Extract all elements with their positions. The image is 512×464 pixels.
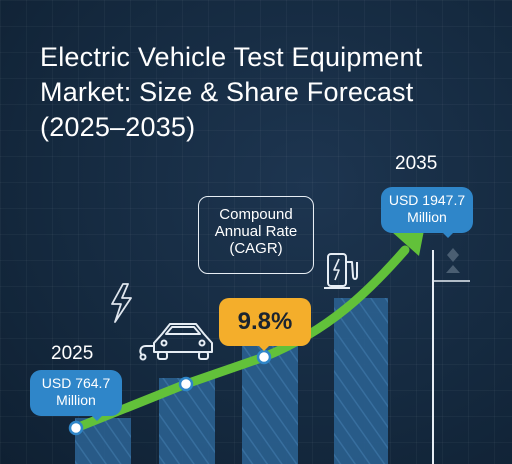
bar-4: [334, 298, 388, 464]
cagr-caption-line-2: Annual Rate: [214, 223, 298, 240]
chart-title: Electric Vehicle Test Equipment Market: …: [40, 40, 500, 145]
diamond-marker-top: [447, 248, 459, 262]
start-year-label: 2025: [51, 343, 94, 364]
start-value-callout: USD 764.7 Million: [30, 370, 122, 421]
trend-point-1: [68, 420, 84, 436]
end-value-line-2: Million: [407, 209, 447, 225]
end-value-line-1: USD 1947.7: [388, 192, 466, 208]
title-line-1: Electric Vehicle Test Equipment: [40, 42, 423, 72]
electric-car-icon: [139, 323, 213, 361]
trend-point-3: [256, 349, 272, 365]
cagr-caption-box: Compound Annual Rate (CAGR): [198, 196, 314, 274]
title-line-3: (2025–2035): [40, 112, 196, 142]
cagr-value-badge: 9.8%: [219, 298, 311, 351]
end-year-label: 2035: [395, 153, 438, 174]
title-line-2: Market: Size & Share Forecast: [40, 77, 414, 107]
trend-points-group: [68, 349, 272, 436]
cagr-caption-line-1: Compound: [219, 206, 293, 223]
start-value-line-1: USD 764.7: [41, 375, 111, 391]
start-value-line-2: Million: [56, 392, 96, 408]
end-value-callout: USD 1947.7 Million: [381, 187, 473, 238]
diamond-marker-bottom: [446, 265, 460, 273]
trend-point-2: [178, 376, 194, 392]
lightning-icon: [111, 283, 132, 323]
charging-station-icon: [324, 253, 358, 289]
cagr-caption-line-3: (CAGR): [229, 240, 283, 257]
